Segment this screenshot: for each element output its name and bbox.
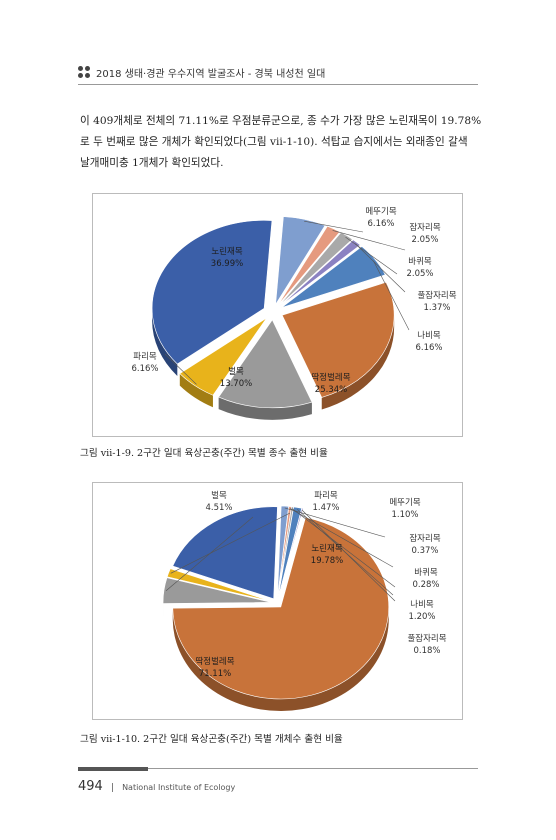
slice-label: 노린재목 (311, 543, 342, 554)
slice-label: 잠자리목 (409, 222, 440, 233)
leader-line (301, 509, 396, 602)
slice-value-label: 25.34% (315, 385, 347, 395)
pie-chart-svg: 메뚜기목 6.16% 잠자리목 2.05% 바퀴목 2.05% 풀잠자리목 1.37% 나비목 6… (131, 207, 457, 420)
slice-value-label: 1.20% (408, 612, 435, 622)
slice-value-label: 2.05% (411, 235, 438, 245)
body-paragraph: 이 409개체로 전체의 71.11%로 우점분류군으로, 종 수가 가장 많은… (80, 111, 482, 174)
slice-label: 풀잠자리목 (407, 633, 446, 644)
pie-slice-side (179, 373, 213, 408)
slice-label: 메뚜기목 (365, 207, 396, 217)
slice-label: 풀잠자리목 (417, 290, 456, 301)
leader-line (345, 236, 398, 275)
slice-value-label: 71.11% (199, 669, 231, 679)
slice-value-label: 4.51% (205, 503, 232, 513)
pie-slice (281, 246, 386, 309)
leader-line (164, 353, 197, 385)
slice-value-label: 2.05% (406, 269, 433, 279)
slice-label: 메뚜기목 (389, 498, 420, 508)
slice-label: 딱정벌레목 (195, 656, 234, 667)
slice-label: 벌목 (211, 490, 227, 501)
leader-line (373, 260, 410, 331)
footer-rule (148, 768, 478, 769)
slice-label: 노린재목 (211, 246, 242, 257)
slice-value-label: 36.99% (211, 259, 243, 269)
slice-value-label: 0.28% (412, 580, 439, 590)
header-bullet-icon (78, 66, 92, 80)
institution-name: National Institute of Ecology (122, 783, 236, 792)
leader-line (332, 230, 406, 251)
pie-slice (172, 506, 278, 600)
pie-slice (151, 220, 273, 365)
pie-slice (179, 317, 267, 396)
figure-caption: 그림 ⅶ-1-10. 2구간 일대 육상곤충(주간) 목별 개체수 출현 비율 (80, 734, 343, 745)
pie-slice (279, 239, 361, 307)
slice-label: 파리목 (133, 352, 157, 362)
pie-slice-side (152, 308, 178, 376)
slice-value-label: 1.37% (423, 303, 450, 313)
slice-label: 나비목 (417, 331, 441, 341)
slice-label: 나비목 (410, 600, 434, 610)
pie-slice (162, 577, 272, 604)
slice-label: 바퀴목 (408, 256, 432, 267)
slice-value-label: 1.47% (312, 503, 339, 513)
slice-label: 바퀴목 (414, 567, 438, 578)
slice-value-label: 0.37% (411, 546, 438, 556)
slice-value-label: 6.16% (415, 343, 442, 353)
running-header: 2018 생태·경관 우수지역 발굴조사 - 경북 내성천 일대 (78, 62, 478, 84)
footer-separator: | (110, 783, 114, 793)
pie-slice-side (218, 397, 312, 420)
page-number: 494 (78, 779, 103, 794)
slice-value-label: 1.10% (391, 510, 418, 520)
figure-caption: 그림 ⅶ-1-9. 2구간 일대 육상곤충(주간) 목별 종수 출현 비율 (80, 448, 328, 459)
leader-line (291, 508, 396, 588)
pie-slice (278, 507, 304, 599)
pie-slice (218, 319, 313, 409)
slice-label: 벌목 (228, 366, 244, 377)
body-line: 로 두 번째로 많은 개체가 확인되었다(그림 vii-1-10). 석탑교 습… (80, 136, 468, 148)
slice-value-label: 0.18% (413, 646, 440, 656)
slice-value-label: 19.78% (311, 556, 343, 566)
header-title: 2018 생태·경관 우수지역 발굴조사 - 경북 내성천 일대 (96, 69, 326, 80)
pie-slice-side (321, 315, 395, 410)
leader-line (355, 243, 406, 293)
leader-line (304, 220, 364, 233)
pie-slice (166, 568, 272, 602)
body-line: 이 409개체로 전체의 71.11%로 우점분류군으로, 종 수가 가장 많은… (80, 115, 482, 127)
pie-slice (172, 517, 390, 700)
pie-slice (277, 225, 341, 306)
slice-value-label: 6.16% (131, 364, 158, 374)
pie-slice (275, 216, 326, 305)
pie-chart-svg: 메뚜기목 1.10% 잠자리목 0.37% 바퀴목 0.28% 나비목 1.20% 풀잠자리목 0… (162, 490, 447, 711)
slice-label: 파리목 (314, 491, 338, 501)
footer-accent-rule (78, 767, 148, 771)
slice-value-label: 13.70% (220, 379, 252, 389)
species-ratio-pie-chart: 메뚜기목 6.16% 잠자리목 2.05% 바퀴목 2.05% 풀잠자리목 1.37% 나비목 6… (92, 193, 463, 437)
leader-line (170, 512, 291, 574)
header-rule (78, 84, 478, 85)
page-footer: 494 | National Institute of Ecology (78, 775, 235, 794)
slice-value-label: 6.16% (367, 219, 394, 229)
slice-label: 잠자리목 (409, 533, 440, 544)
body-line: 날개매미충 1개체가 확인되었다. (80, 157, 224, 169)
slice-label: 딱정벌레목 (311, 372, 350, 383)
individual-ratio-pie-chart: 메뚜기목 1.10% 잠자리목 0.37% 바퀴목 0.28% 나비목 1.20% 풀잠자리목 0… (92, 482, 463, 720)
